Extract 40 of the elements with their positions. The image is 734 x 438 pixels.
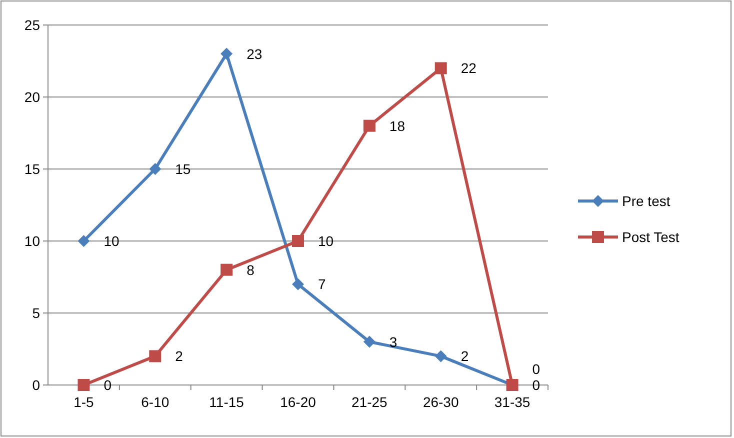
x-tick-label: 26-30: [422, 394, 459, 410]
data-label: 23: [246, 46, 262, 62]
point: [363, 120, 376, 132]
data-label: 10: [318, 233, 334, 249]
y-tick-label: 10: [24, 233, 40, 249]
point: [220, 264, 233, 276]
data-label: 0: [104, 377, 112, 393]
x-tick-label: 11-15: [209, 394, 244, 410]
x-tick-label: 16-20: [280, 394, 316, 410]
legend-label: Post Test: [622, 229, 680, 245]
y-tick-label: 5: [32, 305, 40, 321]
data-label: 0: [532, 361, 540, 377]
data-label: 2: [460, 348, 469, 364]
data-label: 2: [175, 348, 184, 364]
point: [220, 48, 233, 60]
x-tick-label: 31-35: [494, 394, 530, 410]
point: [292, 235, 304, 247]
y-tick-label: 25: [24, 17, 40, 33]
point: [292, 278, 304, 290]
data-label: 0: [532, 377, 540, 393]
point: [149, 163, 162, 175]
data-label: 18: [389, 118, 406, 134]
data-label: 10: [104, 233, 120, 249]
data-label: 7: [318, 276, 326, 292]
data-label: 8: [246, 262, 255, 278]
legend-label: Pre test: [622, 193, 670, 209]
y-tick-label: 0: [32, 377, 40, 393]
y-tick-label: 20: [24, 89, 40, 105]
point: [149, 350, 162, 362]
point: [78, 235, 90, 247]
point: [434, 62, 447, 74]
x-tick-label: 21-25: [352, 394, 388, 410]
point: [78, 379, 90, 391]
x-tick-label: 1-5: [74, 394, 94, 410]
data-label: 22: [460, 60, 477, 76]
point: [363, 336, 376, 348]
y-tick-label: 15: [24, 161, 40, 177]
data-label: 15: [175, 161, 191, 177]
x-tick-label: 6-10: [141, 394, 170, 410]
point: [434, 350, 447, 362]
